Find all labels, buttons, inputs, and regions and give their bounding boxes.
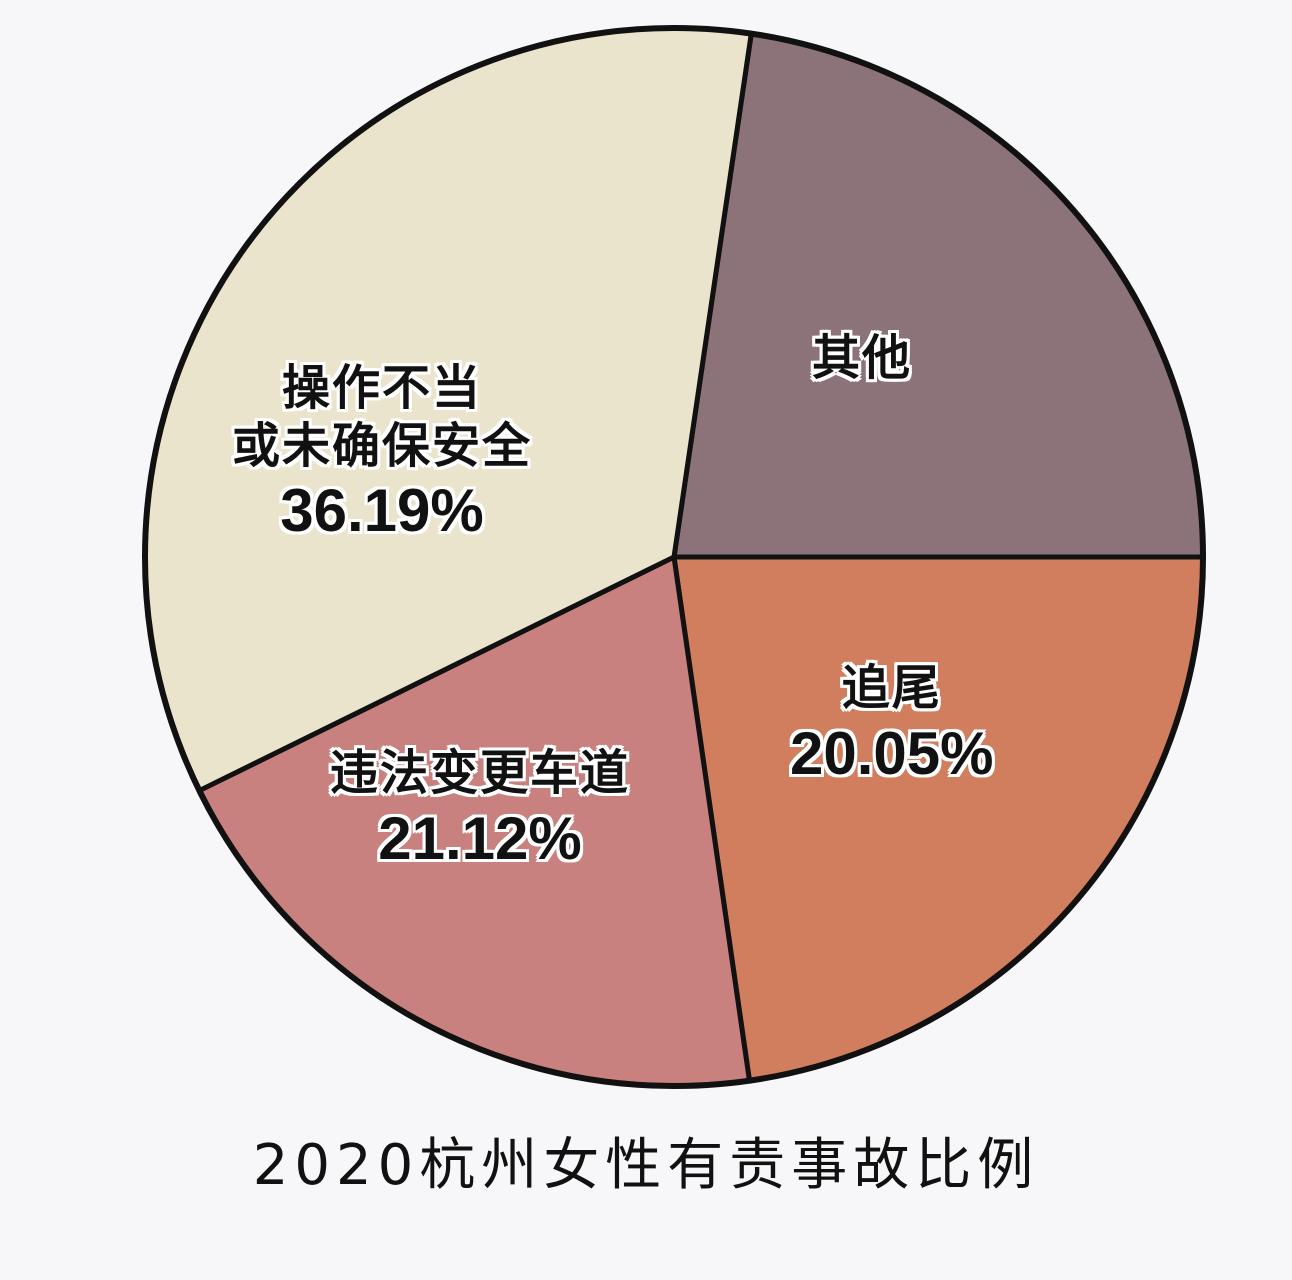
slice-name: 其他 (812, 330, 913, 386)
label-improper-operation: 操作不当 或未确保安全 36.19% (232, 360, 532, 547)
label-lane-change: 违法变更车道 21.12% (330, 745, 630, 875)
slice-percent: 21.12% (378, 804, 582, 872)
pie-outline (142, 25, 1206, 1089)
slice-name: 违法变更车道 (330, 745, 631, 801)
slice-percent: 36.19% (280, 477, 484, 545)
pie-slice (671, 554, 1206, 1084)
label-rear-end: 追尾 20.05% (790, 660, 994, 790)
slice-name-line2: 或未确保安全 (232, 417, 533, 474)
pie-slice (671, 31, 1206, 560)
slice-percent: 20.05% (790, 719, 994, 787)
slice-name-line1: 操作不当 (282, 360, 483, 416)
label-other: 其他 (812, 330, 912, 388)
pie-chart (142, 25, 1206, 1089)
chart-title: 2020杭州女性有责事故比例 (252, 1133, 1040, 1198)
slice-name: 追尾 (841, 660, 942, 716)
